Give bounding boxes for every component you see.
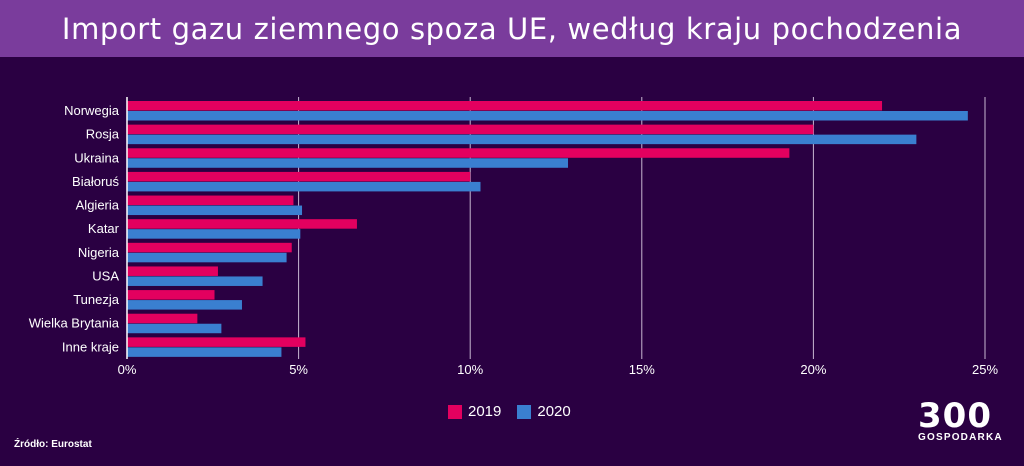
bar-2019 [127,195,294,206]
x-tick-label: 25% [972,362,998,377]
category-label: Białoruś [72,174,119,189]
x-tick-label: 15% [629,362,655,377]
x-tick-label: 10% [457,362,483,377]
legend-label-2020: 2020 [537,403,571,420]
bar-2019 [127,148,790,158]
bar-2020 [127,134,917,145]
bar-2019 [127,313,198,324]
category-label: Rosja [86,127,120,142]
source-note: Źródło: Eurostat [14,439,92,450]
chart-title: Import gazu ziemnego spoza UE, według kr… [61,11,963,46]
header-bar: Import gazu ziemnego spoza UE, według kr… [0,0,1024,57]
brand-logo: 300 GOSPODARKA [918,396,1003,443]
category-label: Wielka Brytania [29,316,120,331]
bar-2019 [127,290,215,300]
legend: 2019 2020 [448,403,571,420]
logo-number: 300 [918,396,992,436]
category-label: Nigeria [78,245,120,260]
bar-2020 [127,111,968,121]
legend-swatch-2020 [517,404,532,419]
bar-2020 [127,300,242,310]
x-tick-label: 5% [289,362,308,377]
category-label: USA [92,268,119,283]
legend-item-2020: 2020 [517,403,571,420]
logo-word: GOSPODARKA [918,432,1003,443]
bar-2019 [127,337,306,347]
bar-2019 [127,219,357,229]
category-label: Tunezja [73,292,120,307]
bar-2020 [127,347,282,357]
bar-2019 [127,242,292,253]
bar-2020 [127,181,481,192]
category-label: Ukraina [74,150,120,165]
bar-2019 [127,124,814,135]
legend-swatch-2019 [448,404,462,419]
bar-2019 [127,101,883,111]
bar-2020 [127,323,222,334]
legend-item-2019: 2019 [448,403,501,420]
bar-2020 [127,252,287,263]
legend-label-2019: 2019 [468,403,502,420]
x-tick-label: 0% [118,362,137,377]
bar-2019 [127,266,218,276]
bar-2020 [127,229,301,239]
bar-2019 [127,171,471,182]
category-label: Katar [88,221,120,236]
bar-2020 [127,205,303,216]
x-tick-label: 20% [800,362,826,377]
bar-2020 [127,276,263,286]
category-label: Inne kraje [62,339,119,354]
category-label: Norwegia [64,103,120,118]
bar-2020 [127,158,569,168]
category-label: Algieria [76,198,120,213]
